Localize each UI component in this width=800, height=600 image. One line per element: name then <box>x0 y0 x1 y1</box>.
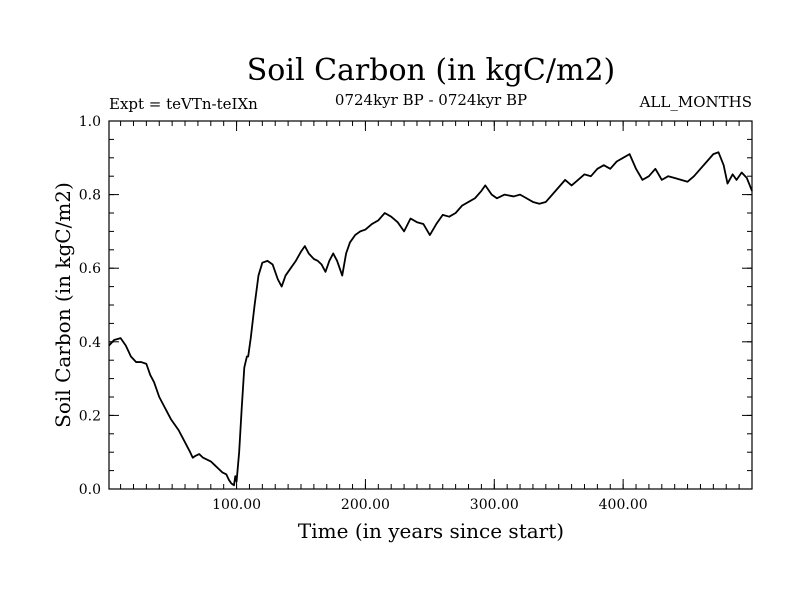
soil-carbon-series-line <box>108 151 753 487</box>
x-axis: 100.00 200.00 300.00 400.00 <box>120 121 753 513</box>
x-axis-label: Time (in years since start) <box>298 519 564 543</box>
y-axis-label: Soil Carbon (in kgC/m2) <box>51 182 75 428</box>
experiment-label: Expt = teVTn-teIXn <box>109 95 258 113</box>
y-tick-label: 0.8 <box>79 188 101 204</box>
y-tick-label: 1.0 <box>79 114 101 130</box>
y-tick-label: 0.0 <box>79 482 101 498</box>
x-tick-label: 100.00 <box>212 497 261 513</box>
months-label: ALL_MONTHS <box>639 93 752 111</box>
x-tick-label: 300.00 <box>470 497 519 513</box>
y-tick-label: 0.2 <box>79 408 101 424</box>
time-period-label: 0724kyr BP - 0724kyr BP <box>335 91 527 109</box>
x-tick-label: 400.00 <box>599 497 648 513</box>
y-tick-label: 0.6 <box>79 261 101 277</box>
x-tick-label: 200.00 <box>341 497 390 513</box>
plot-frame <box>108 120 753 490</box>
y-axis: 0.0 0.2 0.4 0.6 0.8 1.0 <box>79 114 752 498</box>
plot-series <box>108 151 753 487</box>
chart-title: Soil Carbon (in kgC/m2) <box>247 53 615 88</box>
y-tick-label: 0.4 <box>79 335 101 351</box>
